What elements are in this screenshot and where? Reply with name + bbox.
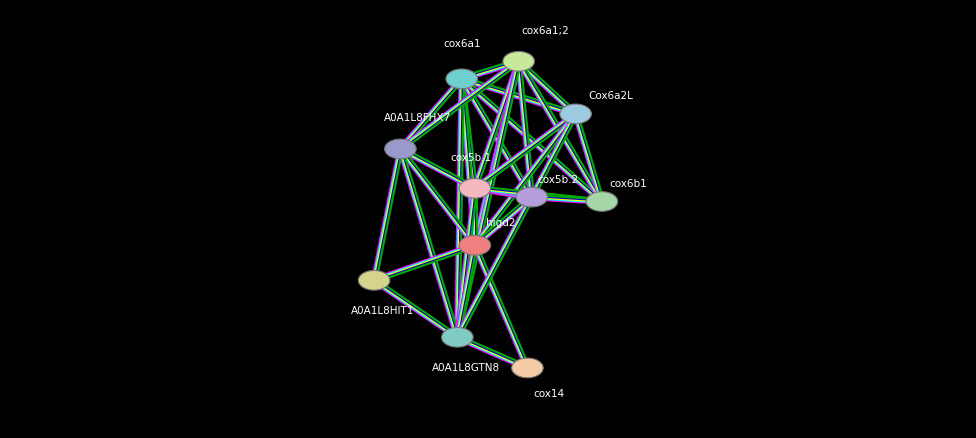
Text: cox14: cox14 [534, 389, 565, 399]
Ellipse shape [441, 328, 473, 347]
Text: A0A1L8FHX7: A0A1L8FHX7 [385, 113, 452, 123]
Text: cox6a1: cox6a1 [443, 39, 480, 49]
Ellipse shape [587, 192, 618, 211]
Ellipse shape [516, 187, 548, 207]
Text: A0A1L8GTN8: A0A1L8GTN8 [432, 363, 500, 373]
Text: A0A1L8HIT1: A0A1L8HIT1 [351, 306, 415, 316]
Text: Cox6a2L: Cox6a2L [589, 92, 633, 101]
Ellipse shape [358, 271, 389, 290]
Ellipse shape [459, 179, 491, 198]
Text: cox6a1;2: cox6a1;2 [521, 26, 569, 35]
Ellipse shape [511, 358, 544, 378]
Ellipse shape [503, 52, 535, 71]
Ellipse shape [560, 104, 591, 124]
Ellipse shape [459, 236, 491, 255]
Ellipse shape [385, 139, 416, 159]
Text: cox5b.2: cox5b.2 [538, 175, 579, 184]
Text: cox6b1: cox6b1 [609, 179, 647, 189]
Text: cox5b.1: cox5b.1 [450, 153, 491, 162]
Text: higd2: higd2 [486, 219, 516, 228]
Ellipse shape [446, 69, 477, 88]
